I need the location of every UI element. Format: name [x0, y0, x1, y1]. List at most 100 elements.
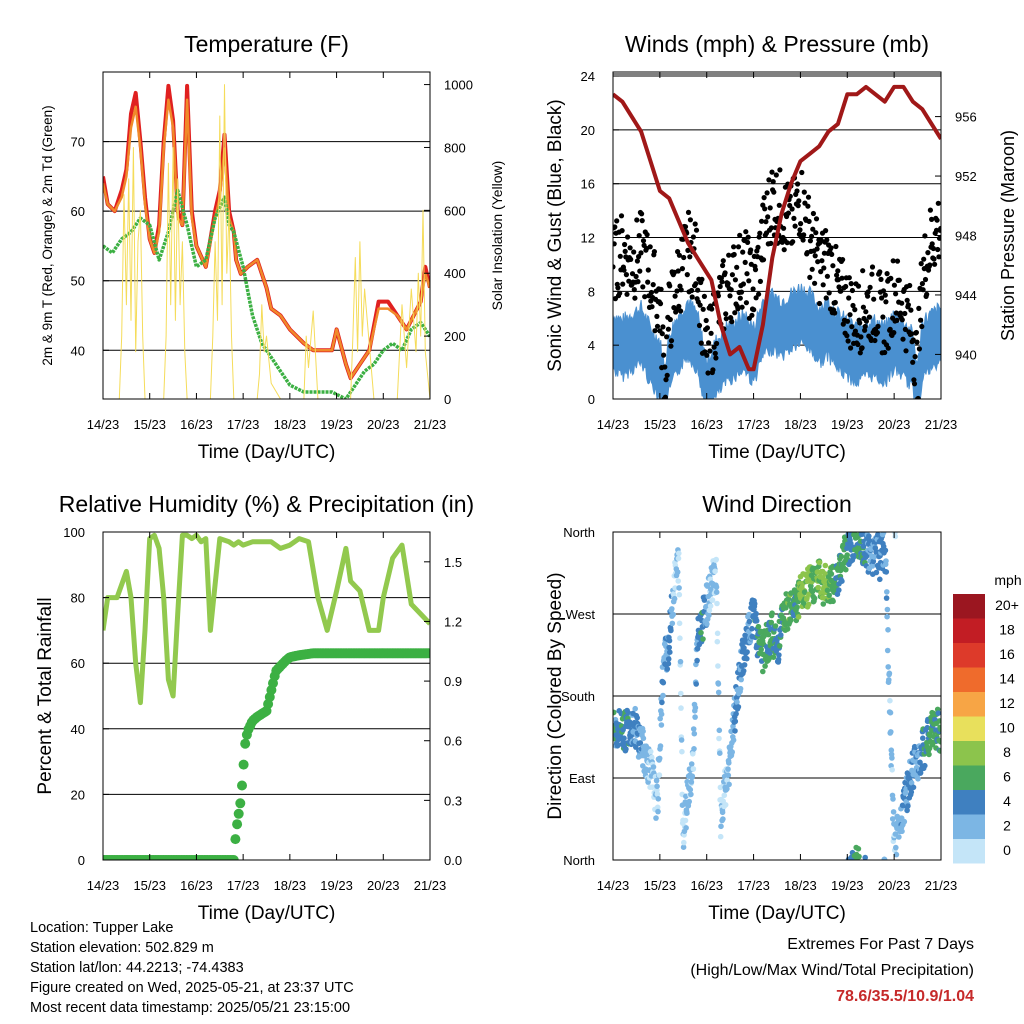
gust-point — [938, 225, 941, 232]
x-tick-label: 15/23 — [133, 417, 166, 432]
gust-point — [929, 241, 935, 247]
gust-point — [684, 272, 690, 278]
legend-label: 20+ — [995, 597, 1019, 613]
gust-point — [711, 344, 717, 350]
gust-point — [850, 302, 856, 309]
direction-point — [668, 627, 674, 634]
gust-point — [681, 254, 687, 261]
gust-point — [698, 340, 704, 346]
gust-point — [900, 336, 906, 342]
x-tick-label: 21/23 — [925, 878, 958, 893]
direction-point — [714, 638, 721, 645]
gust-point — [732, 310, 738, 316]
direction-point — [801, 589, 808, 595]
y-tick-label: 8 — [588, 284, 595, 299]
gust-point — [764, 190, 770, 196]
x-tick-label: 18/23 — [274, 417, 307, 432]
precip-point — [230, 834, 241, 845]
gust-point — [728, 287, 734, 293]
direction-point — [887, 697, 893, 704]
plot-frame — [612, 531, 942, 861]
direction-point — [665, 660, 672, 667]
plot-frame — [102, 71, 431, 400]
x-tick-label: 16/23 — [690, 878, 723, 893]
direction-point — [765, 631, 772, 638]
gust-point — [644, 232, 650, 238]
gust-point — [639, 211, 645, 217]
gust-point — [893, 291, 899, 297]
gust-point — [823, 228, 829, 234]
direction-point — [713, 584, 720, 590]
direction-point — [826, 592, 832, 599]
gust-point — [801, 232, 807, 238]
gust-point — [888, 275, 894, 281]
legend-label: 0 — [1003, 842, 1011, 858]
direction-point — [698, 629, 704, 636]
gust-point — [894, 317, 900, 323]
gust-point — [731, 244, 737, 250]
gust-point — [777, 167, 783, 173]
direction-point — [690, 726, 697, 732]
direction-point — [686, 798, 692, 805]
gust-point — [645, 279, 651, 285]
x-tick-label: 21/23 — [414, 878, 447, 893]
direction-point — [734, 699, 740, 705]
direction-point — [735, 704, 742, 710]
direction-point — [709, 597, 716, 603]
direction-point — [749, 625, 755, 632]
chart-direction: mph 20+ 18 16 14 12 10 8 6 4 2 0 14/23 15/23 16/23 17/2… — [545, 491, 1022, 924]
gust-point — [784, 240, 790, 246]
direction-point — [755, 623, 762, 630]
y-right-tick-label: 800 — [444, 140, 466, 155]
series-dewpoint — [103, 188, 430, 399]
gust-point — [908, 331, 915, 337]
gust-point — [844, 318, 851, 324]
gust-point — [860, 304, 867, 310]
gust-point — [771, 189, 777, 195]
gust-point — [797, 227, 803, 233]
direction-point — [640, 728, 646, 735]
y-tick-label: 40 — [71, 722, 85, 737]
gust-point — [700, 306, 706, 312]
gust-point — [824, 237, 830, 243]
gust-point — [924, 291, 930, 297]
direction-point — [653, 815, 659, 821]
direction-point — [658, 722, 665, 728]
y-right-tick-label: 1.2 — [444, 614, 462, 629]
direction-point — [860, 543, 867, 550]
gust-point — [654, 313, 660, 319]
x-tick-label: 15/23 — [644, 878, 677, 893]
legend-swatch — [953, 692, 985, 717]
series-wind — [613, 283, 941, 399]
gust-point — [835, 268, 841, 274]
gust-point — [872, 337, 878, 344]
direction-point — [716, 727, 723, 734]
x-tick-label: 17/23 — [227, 878, 260, 893]
gust-point — [816, 300, 823, 307]
x-tick-label: 20/23 — [878, 417, 911, 432]
direction-point — [632, 705, 638, 712]
direction-point — [882, 547, 889, 554]
gust-point — [866, 314, 873, 320]
direction-point — [767, 650, 773, 656]
x-tick-label: 14/23 — [87, 417, 120, 432]
direction-point — [920, 735, 926, 741]
gust-point — [627, 245, 633, 251]
gust-point — [826, 290, 832, 296]
gust-point — [847, 312, 853, 318]
direction-point — [715, 681, 722, 687]
gust-point — [712, 350, 718, 356]
gust-point — [852, 328, 859, 334]
y-tick-label: West — [566, 607, 596, 622]
gust-point — [685, 247, 691, 253]
direction-point — [712, 568, 718, 575]
chart-winds: 14/23 15/23 16/23 17/23 18/23 19/23 20/23 21/23… — [545, 31, 1018, 463]
gust-point — [899, 300, 905, 306]
gust-point — [740, 281, 747, 287]
gust-point — [701, 293, 708, 299]
gust-point — [807, 238, 814, 244]
direction-point — [637, 740, 644, 746]
direction-point — [706, 607, 713, 614]
gust-point — [848, 281, 854, 287]
chart-title: Temperature (F) — [184, 31, 349, 57]
